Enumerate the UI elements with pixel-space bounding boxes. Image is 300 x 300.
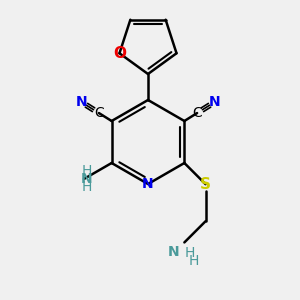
Text: H: H: [188, 254, 199, 268]
Text: H: H: [184, 246, 195, 260]
Text: O: O: [113, 46, 126, 61]
Text: S: S: [200, 177, 211, 192]
Text: H: H: [82, 164, 92, 178]
Text: N: N: [142, 177, 154, 191]
Text: N: N: [209, 95, 221, 109]
Text: H: H: [82, 180, 92, 194]
Text: C: C: [192, 106, 202, 120]
Text: C: C: [94, 106, 104, 120]
Text: N: N: [81, 172, 93, 186]
Text: N: N: [75, 95, 87, 109]
Text: N: N: [168, 245, 179, 260]
